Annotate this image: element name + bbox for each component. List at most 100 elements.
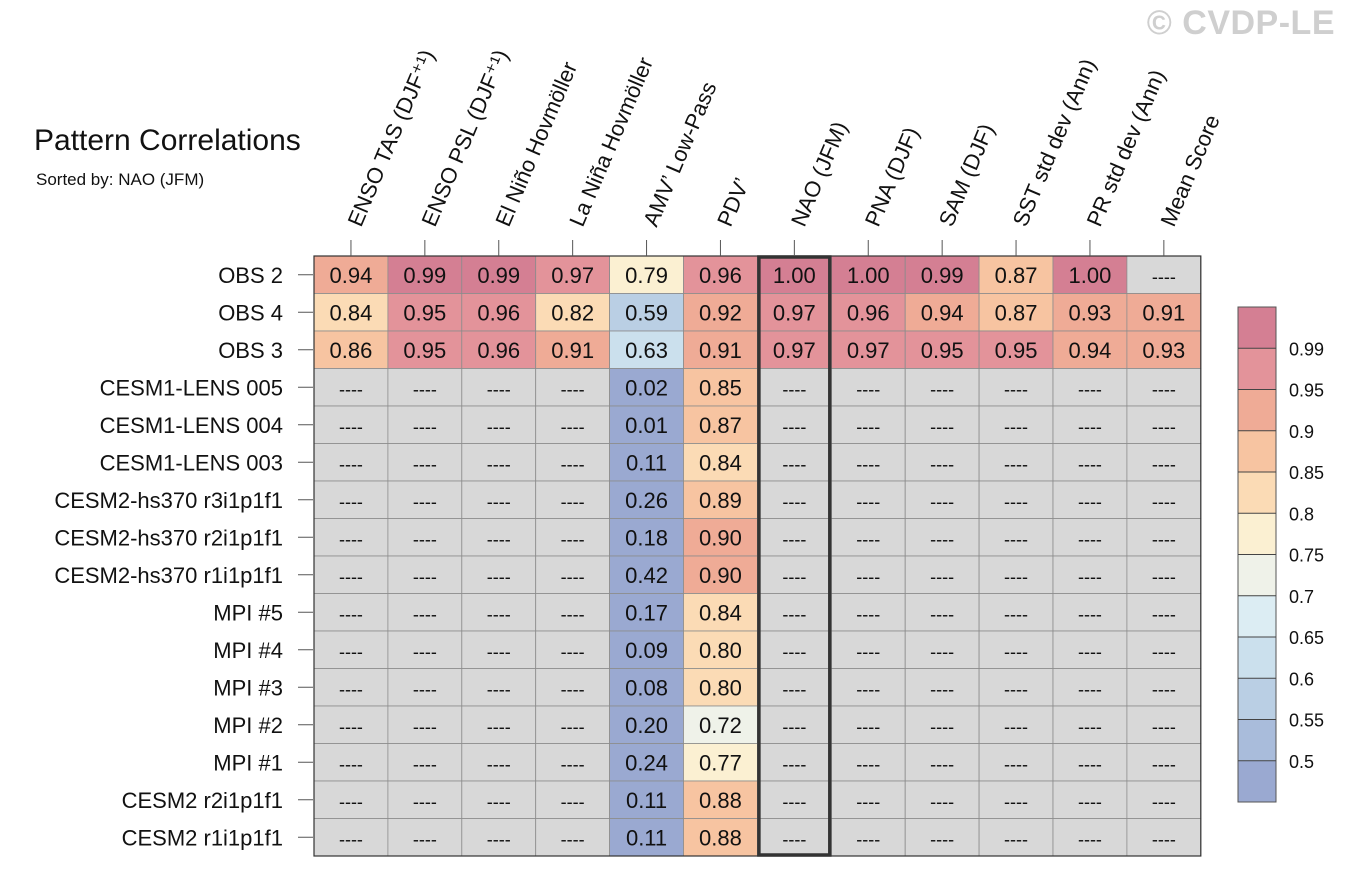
heatmap-cell bbox=[978, 518, 1054, 557]
cell-value: ---- bbox=[487, 417, 511, 437]
colorbar-segment bbox=[1238, 513, 1276, 555]
cell-value: ---- bbox=[487, 379, 511, 399]
cell-value: 0.85 bbox=[699, 375, 742, 400]
heatmap-cell bbox=[461, 330, 537, 369]
heatmap-cell bbox=[757, 743, 832, 782]
heatmap-cell bbox=[1126, 555, 1202, 594]
cell-value: 0.08 bbox=[625, 675, 668, 700]
heatmap-cell bbox=[1052, 668, 1128, 707]
heatmap-cell bbox=[683, 668, 758, 707]
cell-value: ---- bbox=[856, 829, 880, 849]
heatmap-cell bbox=[461, 705, 537, 744]
cell-value: ---- bbox=[413, 829, 437, 849]
heatmap-cell bbox=[387, 480, 463, 519]
column-label-pdv: PDV’ bbox=[712, 174, 755, 230]
heatmap-cell bbox=[313, 293, 389, 332]
cell-value: ---- bbox=[339, 454, 363, 474]
heatmap-cell bbox=[904, 443, 980, 482]
cell-value: ---- bbox=[339, 379, 363, 399]
row-label-cesm1-lens-003: CESM1-LENS 003 bbox=[100, 450, 283, 475]
cell-value: ---- bbox=[1004, 792, 1028, 812]
cell-value: 0.11 bbox=[626, 825, 667, 850]
cell-value: ---- bbox=[1078, 829, 1102, 849]
cell-value: ---- bbox=[339, 567, 363, 587]
cell-value: ---- bbox=[930, 792, 954, 812]
row-label-cesm2-hs370-r2i1p1f1: CESM2-hs370 r2i1p1f1 bbox=[54, 525, 283, 550]
heatmap-cell bbox=[757, 293, 832, 332]
cell-value: 0.86 bbox=[330, 338, 373, 363]
cell-value: ---- bbox=[561, 379, 585, 399]
colorbar-segment bbox=[1238, 678, 1276, 720]
colorbar-segment bbox=[1238, 719, 1276, 761]
cell-value: ---- bbox=[413, 717, 437, 737]
row-label-mpi-1: MPI #1 bbox=[213, 750, 283, 775]
cell-value: ---- bbox=[339, 792, 363, 812]
cell-value: 0.97 bbox=[551, 263, 594, 288]
row-label-cesm2-r1i1p1f1: CESM2 r1i1p1f1 bbox=[122, 825, 283, 850]
heatmap-cell bbox=[904, 705, 980, 744]
sort-column-highlight bbox=[757, 255, 832, 857]
colorbar-segment bbox=[1238, 430, 1276, 472]
colorbar-tick-label: 0.85 bbox=[1289, 463, 1324, 483]
heatmap-cell bbox=[1052, 405, 1128, 444]
cell-value: ---- bbox=[413, 567, 437, 587]
heatmap-values: 0.94 0.99 0.99 0.97 0.79 0.96 1.00 1.00 0.99 0.87… bbox=[330, 263, 1186, 851]
heatmap-cell bbox=[683, 630, 758, 669]
heatmap-cell bbox=[313, 555, 389, 594]
heatmap-cell bbox=[1052, 255, 1128, 294]
heatmap-cell bbox=[978, 630, 1054, 669]
cell-value: 0.72 bbox=[699, 713, 742, 738]
heatmap-cell bbox=[609, 705, 684, 744]
heatmap-cell bbox=[904, 330, 980, 369]
heatmap-cell bbox=[387, 668, 463, 707]
heatmap-cell bbox=[683, 368, 758, 407]
colorbar-tick-label: 0.9 bbox=[1289, 422, 1314, 442]
cell-value: ---- bbox=[561, 792, 585, 812]
cell-value: ---- bbox=[930, 454, 954, 474]
cell-value: 1.00 bbox=[1069, 263, 1112, 288]
row-label-obs-2: OBS 2 bbox=[218, 263, 283, 288]
heatmap-cell bbox=[757, 593, 832, 632]
colorbar-tick-label: 0.75 bbox=[1289, 546, 1324, 566]
chart-title: Pattern Correlations bbox=[34, 124, 301, 157]
cell-value: ---- bbox=[1078, 642, 1102, 662]
cell-value: ---- bbox=[856, 417, 880, 437]
cell-value: 0.87 bbox=[995, 263, 1038, 288]
heatmap-cell bbox=[535, 405, 611, 444]
column-label-nao-jfm: NAO (JFM) bbox=[786, 118, 852, 230]
cell-value: 0.87 bbox=[995, 300, 1038, 325]
cell-value: 0.95 bbox=[995, 338, 1038, 363]
heatmap-cell bbox=[904, 630, 980, 669]
cell-value: 0.89 bbox=[699, 488, 742, 513]
heatmap-cell bbox=[535, 518, 611, 557]
cell-value: ---- bbox=[413, 754, 437, 774]
cell-value: 0.87 bbox=[699, 413, 742, 438]
cell-value: ---- bbox=[1004, 454, 1028, 474]
heatmap-cell bbox=[978, 480, 1054, 519]
heatmap-cell bbox=[904, 518, 980, 557]
cell-value: ---- bbox=[930, 679, 954, 699]
heatmap-cell bbox=[387, 593, 463, 632]
cell-value: 0.99 bbox=[477, 263, 520, 288]
heatmap-cell bbox=[978, 555, 1054, 594]
cell-value: ---- bbox=[1152, 567, 1176, 587]
row-label-mpi-2: MPI #2 bbox=[213, 713, 283, 738]
cell-value: 0.99 bbox=[403, 263, 446, 288]
heatmap-cell bbox=[1126, 480, 1202, 519]
heatmap-cell bbox=[461, 593, 537, 632]
row-label-cesm2-hs370-r1i1p1f1: CESM2-hs370 r1i1p1f1 bbox=[54, 563, 283, 588]
colorbar-segment bbox=[1238, 595, 1276, 637]
cell-value: ---- bbox=[782, 604, 806, 624]
column-label-amv-low-pass: AMV’ Low-Pass bbox=[638, 78, 721, 230]
cell-value: ---- bbox=[930, 492, 954, 512]
cell-value: ---- bbox=[1152, 717, 1176, 737]
heatmap-cell bbox=[461, 780, 537, 819]
cell-value: ---- bbox=[782, 642, 806, 662]
cell-value: ---- bbox=[339, 492, 363, 512]
heatmap-cell bbox=[830, 518, 906, 557]
heatmap-cell bbox=[1052, 780, 1128, 819]
heatmap-cells bbox=[313, 255, 1202, 857]
column-label-pr-std-dev-ann: PR std dev (Ann) bbox=[1082, 66, 1170, 230]
cell-value: 0.96 bbox=[699, 263, 742, 288]
cell-value: ---- bbox=[782, 679, 806, 699]
